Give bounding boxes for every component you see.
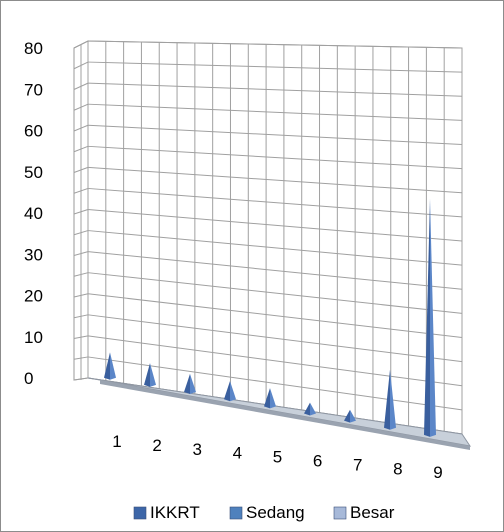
spike-ikkrt — [264, 388, 270, 409]
gridline-horizontal — [87, 251, 463, 290]
x-tick-label: 2 — [152, 436, 161, 455]
gridline-horizontal — [87, 209, 463, 242]
legend-item: Sedang — [229, 503, 305, 522]
spike-ikkrt-highlight — [150, 363, 156, 387]
x-tick-label: 1 — [112, 432, 121, 451]
gridline-horizontal — [87, 293, 463, 338]
legend-item: IKKRT — [133, 503, 200, 522]
gridline-horizontal — [87, 145, 463, 170]
gridline-horizontal — [87, 187, 463, 218]
spike-ikkrt-highlight — [110, 352, 116, 380]
gridline-horizontal — [87, 230, 463, 266]
chart-series-spikes — [104, 198, 436, 437]
spike-ikkrt — [184, 373, 190, 395]
x-tick-label: 8 — [393, 459, 402, 478]
spike-ikkrt — [144, 363, 150, 387]
gridline-horizontal — [87, 40, 463, 49]
x-axis-tick-labels: 1 2 3 4 5 6 7 8 9 — [112, 432, 442, 482]
spike-ikkrt-highlight — [390, 369, 396, 430]
legend-label: Besar — [350, 503, 395, 522]
y-tick-label: 50 — [24, 163, 43, 182]
gridline-horizontal — [87, 61, 463, 73]
y-axis-tick-labels: 0 10 20 30 40 50 60 70 80 — [24, 39, 43, 388]
gridline-horizontal — [87, 272, 463, 314]
spike-ikkrt-highlight — [190, 373, 196, 395]
gridline-horizontal — [87, 103, 463, 121]
y-tick-label: 40 — [24, 204, 43, 223]
x-tick-label: 5 — [273, 448, 282, 467]
spike-ikkrt — [104, 352, 110, 380]
back-wall — [87, 40, 463, 435]
x-tick-label: 6 — [313, 452, 322, 471]
x-tick-label: 9 — [433, 463, 442, 482]
gridline-horizontal — [87, 82, 463, 97]
legend-label: IKKRT — [150, 503, 200, 522]
legend-label: Sedang — [246, 503, 305, 522]
gridline-horizontal — [87, 335, 463, 387]
legend-item: Besar — [333, 503, 395, 522]
y-tick-label: 70 — [24, 80, 43, 99]
spike-ikkrt-highlight — [230, 381, 236, 402]
floor-edge — [100, 380, 470, 450]
gridline-horizontal — [87, 314, 463, 363]
legend-swatch — [333, 506, 347, 520]
legend-swatch — [229, 506, 243, 520]
gridline-horizontal — [87, 166, 463, 194]
spike-ikkrt — [424, 198, 430, 437]
spike-ikkrt — [224, 381, 230, 402]
spike-ikkrt — [344, 409, 350, 423]
spike-ikkrt-highlight — [350, 409, 356, 423]
spike-ikkrt — [384, 369, 390, 430]
y-tick-label: 30 — [24, 245, 43, 264]
gridline-horizontal — [87, 124, 463, 145]
y-tick-label: 80 — [24, 39, 43, 58]
spike-ikkrt — [304, 402, 310, 416]
x-tick-label: 3 — [193, 440, 202, 459]
x-tick-label: 7 — [353, 455, 362, 474]
spike-ikkrt-highlight — [270, 388, 276, 409]
y-tick-label: 10 — [24, 328, 43, 347]
chart-floor — [87, 377, 472, 450]
spike-ikkrt-highlight — [430, 198, 436, 437]
y-tick-label: 20 — [24, 287, 43, 306]
spike-ikkrt-highlight — [310, 402, 316, 416]
legend: IKKRT Sedang Besar — [133, 503, 395, 522]
y-tick-label: 0 — [24, 369, 33, 388]
chart-walls — [73, 40, 463, 435]
legend-swatch — [133, 506, 147, 520]
chart-gridlines — [73, 40, 463, 435]
y-tick-label: 60 — [24, 122, 43, 141]
x-tick-label: 4 — [233, 444, 242, 463]
